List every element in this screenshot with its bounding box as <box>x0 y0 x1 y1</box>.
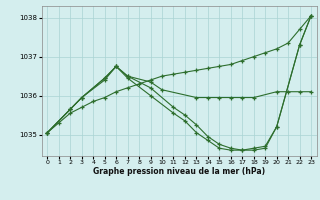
X-axis label: Graphe pression niveau de la mer (hPa): Graphe pression niveau de la mer (hPa) <box>93 167 265 176</box>
